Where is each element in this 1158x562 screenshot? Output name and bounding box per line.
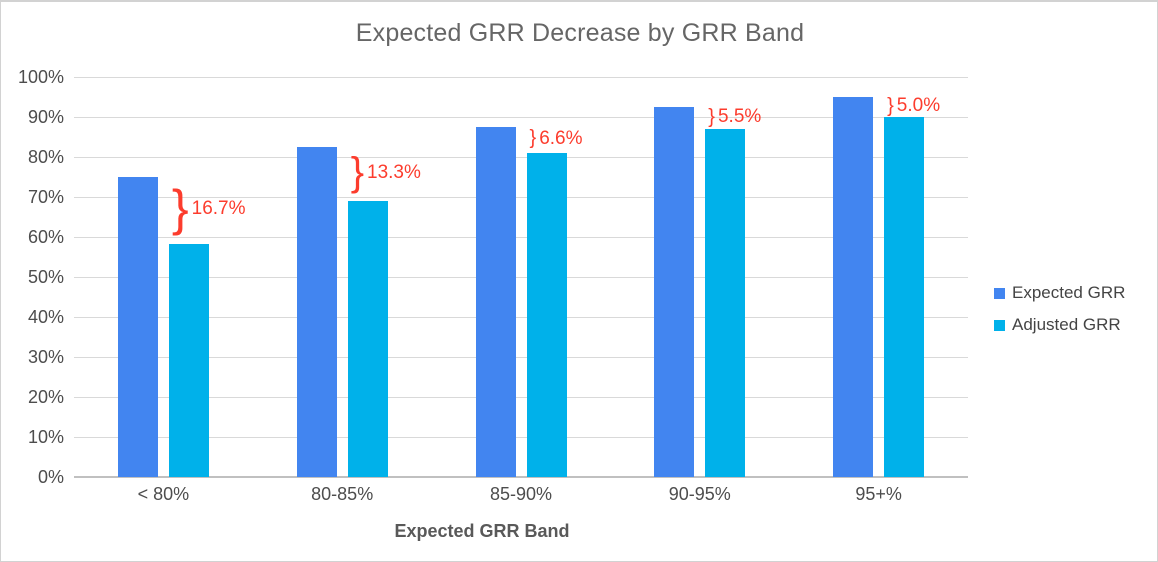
y-tick-label-20: 20% [27,387,64,407]
legend-label: Expected GRR [1012,283,1126,302]
gridline [74,157,968,158]
decrease-value-label: 16.7% [191,198,246,220]
y-tick-label-80: 80% [27,147,64,167]
gridline [74,117,968,118]
y-tick-label-50: 50% [27,267,64,287]
brace-icon: } [350,150,365,195]
legend: Expected GRR Adjusted GRR [994,283,1125,335]
y-tick-label-40: 40% [27,307,64,327]
gridline [74,77,968,78]
bar-adjusted-grr-95 [884,117,925,477]
gridline [74,397,968,398]
decrease-value-label: 6.6% [539,127,583,149]
y-tick-label-90: 90% [27,107,64,127]
x-axis-title: Expected GRR Band [394,521,570,541]
x-tick-label-95: 95+% [855,484,902,504]
gridline [74,237,968,238]
decrease-annotation-95: } 5.0% [887,95,940,117]
bar-expected-grr-80 [117,177,158,477]
decrease-annotation-85-90: } 6.6% [530,128,583,150]
chart-title: Expected GRR Decrease by GRR Band [355,19,805,47]
decrease-value-label: 13.3% [367,162,421,183]
y-tick-label-70: 70% [27,187,64,207]
decrease-annotation-90-95: } 5.5% [708,106,761,128]
decrease-annotation-80-85: } 13.3% [350,150,421,195]
x-tick-label-85-90: 85-90% [489,484,553,504]
x-tick-label-80-85: 80-85% [311,484,374,504]
bar-expected-grr-80-85 [296,147,337,477]
y-tick-label-60: 60% [27,227,64,247]
bar-expected-grr-85-90 [475,126,516,477]
x-tick-label-80: < 80% [137,484,190,504]
brace-icon: } [708,105,715,128]
brace-icon: } [529,127,537,150]
decrease-value-label: 5.5% [717,106,762,127]
brace-icon: } [887,94,894,117]
gridline [74,437,968,438]
bar-adjusted-grr-85-90 [526,153,567,477]
y-tick-label-10: 10% [27,427,64,447]
bar-expected-grr-95 [833,97,874,477]
gridline [74,197,968,198]
bar-adjusted-grr-80-85 [347,200,388,477]
legend-swatch-icon [994,319,1005,331]
decrease-annotation-80: } 16.7% [171,180,246,237]
bar-expected-grr-90-95 [654,107,695,477]
y-tick-label-30: 30% [27,347,64,367]
legend-label: Adjusted GRR [1012,315,1121,334]
gridline [74,357,968,358]
y-tick-label-0: 0% [37,467,64,487]
gridline [74,277,968,278]
legend-swatch-icon [994,287,1005,299]
legend-item-expected-grr: Expected GRR [994,283,1125,303]
bar-adjusted-grr-90-95 [705,129,746,477]
x-tick-label-90-95: 90-95% [668,484,731,504]
y-tick-label-100: 100% [17,67,64,87]
x-axis-line [74,476,968,478]
brace-icon: } [171,180,189,237]
legend-item-adjusted-grr: Adjusted GRR [994,315,1125,335]
bar-adjusted-grr-80 [168,243,209,477]
gridline [74,317,968,318]
decrease-value-label: 5.0% [896,95,941,116]
